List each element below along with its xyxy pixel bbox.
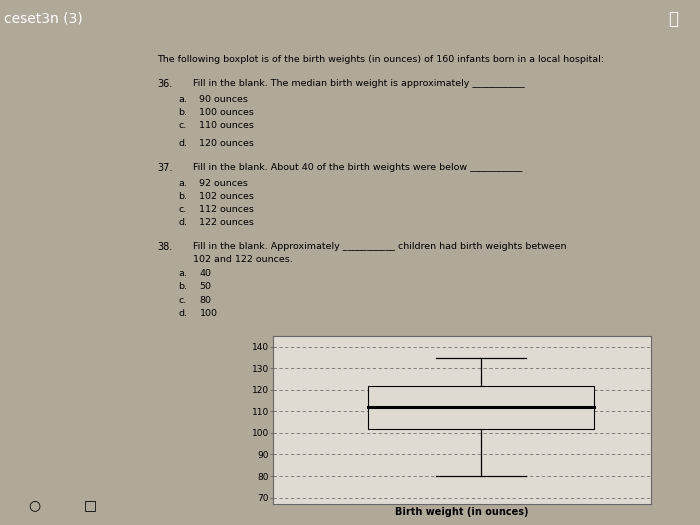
Text: 110 ounces: 110 ounces xyxy=(199,121,254,130)
Text: a.: a. xyxy=(178,269,188,278)
Text: a.: a. xyxy=(178,178,188,187)
Bar xyxy=(368,385,594,428)
Text: 50: 50 xyxy=(199,282,211,291)
Text: 36.: 36. xyxy=(158,79,173,89)
Text: 120 ounces: 120 ounces xyxy=(199,139,254,148)
Text: d.: d. xyxy=(178,139,188,148)
Text: c.: c. xyxy=(178,121,187,130)
Text: ⌕: ⌕ xyxy=(668,10,678,28)
Text: b.: b. xyxy=(178,192,188,201)
Text: 80: 80 xyxy=(199,296,211,304)
Text: b.: b. xyxy=(178,282,188,291)
Text: ceset3n (3): ceset3n (3) xyxy=(4,12,83,26)
X-axis label: Birth weight (in ounces): Birth weight (in ounces) xyxy=(395,507,528,517)
Text: Fill in the blank. About 40 of the birth weights were below ___________: Fill in the blank. About 40 of the birth… xyxy=(193,163,522,172)
Text: 112 ounces: 112 ounces xyxy=(199,205,254,214)
Text: □: □ xyxy=(84,498,97,512)
Text: 102 and 122 ounces.: 102 and 122 ounces. xyxy=(193,255,293,264)
Text: ○: ○ xyxy=(28,498,40,512)
Text: 102 ounces: 102 ounces xyxy=(199,192,254,201)
Text: 100: 100 xyxy=(199,309,218,318)
Text: 37.: 37. xyxy=(158,163,173,173)
Text: c.: c. xyxy=(178,296,187,304)
Text: 92 ounces: 92 ounces xyxy=(199,178,248,187)
Text: 40: 40 xyxy=(199,269,211,278)
Text: Fill in the blank. Approximately ___________ children had birth weights between: Fill in the blank. Approximately _______… xyxy=(193,242,566,250)
Text: a.: a. xyxy=(178,94,188,103)
Text: c.: c. xyxy=(178,205,187,214)
Text: 90 ounces: 90 ounces xyxy=(199,94,248,103)
Text: d.: d. xyxy=(178,218,188,227)
Text: The following boxplot is of the birth weights (in ounces) of 160 infants born in: The following boxplot is of the birth we… xyxy=(158,55,605,64)
Text: 100 ounces: 100 ounces xyxy=(199,108,254,117)
Text: b.: b. xyxy=(178,108,188,117)
Text: d.: d. xyxy=(178,309,188,318)
Text: Fill in the blank. The median birth weight is approximately ___________: Fill in the blank. The median birth weig… xyxy=(193,79,524,88)
Text: 38.: 38. xyxy=(158,242,173,251)
Text: 122 ounces: 122 ounces xyxy=(199,218,254,227)
